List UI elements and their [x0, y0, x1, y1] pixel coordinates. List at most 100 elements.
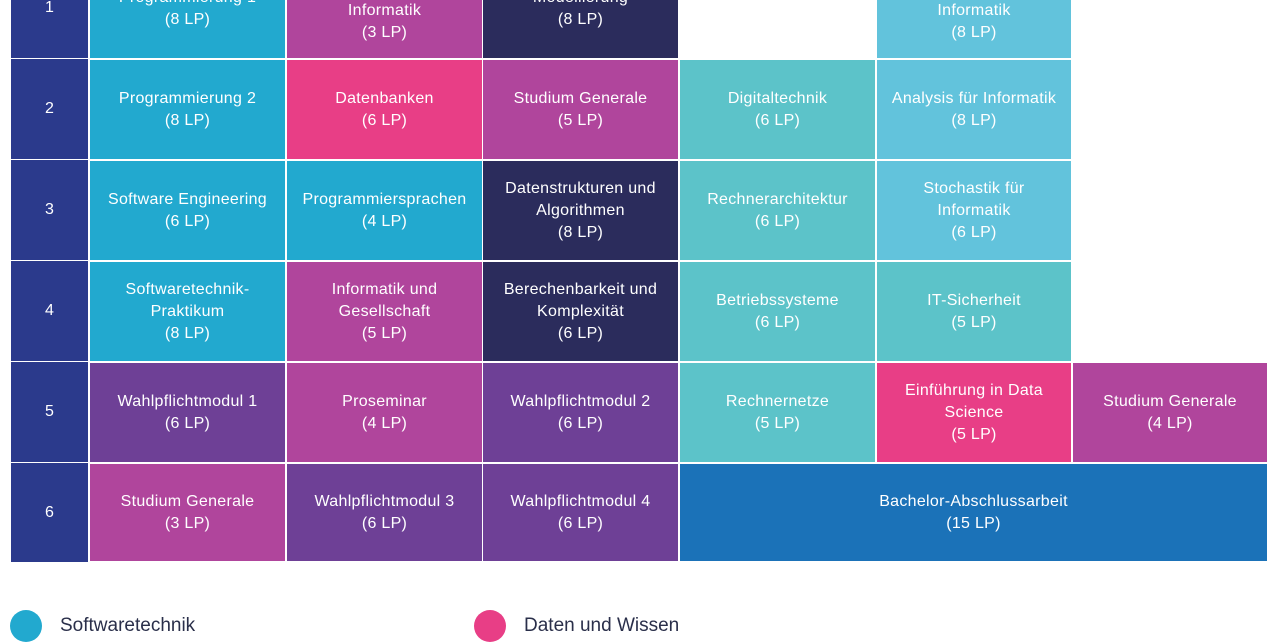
- module-title: Software Engineering: [108, 190, 267, 208]
- module-title: Gesellschaft: [338, 302, 431, 320]
- module-title: Informatik und: [331, 280, 438, 298]
- module-credits: (6 LP): [951, 223, 997, 241]
- module-credits: (8 LP): [557, 223, 604, 241]
- semester-label: 4: [11, 261, 88, 361]
- legend-dot-icon: [474, 610, 506, 642]
- module-title: Algorithmen: [536, 201, 625, 219]
- module-cell: Datenstrukturen und Algorithmen (8 LP): [482, 160, 679, 261]
- module-cell: Studium Generale (3 LP): [89, 463, 286, 562]
- module-credits: (6 LP): [557, 324, 604, 342]
- module-title: Studium Generale: [513, 89, 648, 107]
- module-cell: Studium Generale (4 LP): [1072, 362, 1268, 463]
- module-cell: Wahlpflichtmodul 2 (6 LP): [482, 362, 679, 463]
- semester-label: 5: [11, 362, 88, 462]
- module-title: Programmierung 2: [118, 89, 257, 107]
- module-credits: (6 LP): [557, 514, 604, 532]
- module-credits: (8 LP): [164, 111, 211, 129]
- module-credits: (6 LP): [164, 212, 211, 230]
- semester-label: 6: [11, 463, 88, 562]
- module-credits: (8 LP): [557, 10, 604, 28]
- module-title: Studium Generale: [1103, 392, 1237, 410]
- module-title: Rechnerarchitektur: [707, 190, 848, 208]
- module-credits: (6 LP): [754, 111, 801, 129]
- module-title: Wahlpflichtmodul 4: [510, 492, 651, 510]
- module-title: Analysis für Informatik: [891, 89, 1057, 107]
- module-cell: Programmierung 2 (8 LP): [89, 59, 286, 160]
- module-credits: (6 LP): [164, 414, 211, 432]
- module-cell: Wahlpflichtmodul 3 (6 LP): [286, 463, 483, 562]
- module-cell: Software Engineering (6 LP): [89, 160, 286, 261]
- module-cell: Rechnerarchitektur (6 LP): [679, 160, 876, 261]
- module-credits: (5 LP): [951, 313, 997, 331]
- module-title: Softwaretechnik-: [125, 280, 250, 298]
- module-title: Wahlpflichtmodul 2: [510, 392, 651, 410]
- module-cell: Wahlpflichtmodul 1 (6 LP): [89, 362, 286, 463]
- module-credits: (8 LP): [951, 24, 997, 41]
- legend-item: Daten und Wissen: [474, 610, 679, 642]
- module-title: Digitaltechnik: [727, 89, 828, 107]
- module-cell: Informatik (8 LP): [876, 0, 1072, 59]
- module-cell: Programmierung 1(8 LP): [89, 0, 286, 59]
- module-cell: Berechenbarkeit und Komplexität (6 LP): [482, 261, 679, 362]
- module-title: Wahlpflichtmodul 3: [314, 492, 455, 510]
- module-credits: (8 LP): [164, 324, 211, 342]
- module-credits: (3 LP): [164, 514, 211, 532]
- module-title: Proseminar: [342, 392, 427, 410]
- module-credits: (6 LP): [754, 212, 801, 230]
- module-title: Wahlpflichtmodul 1: [117, 392, 258, 410]
- legend-label: Softwaretechnik: [60, 615, 196, 636]
- module-title: Programmiersprachen: [302, 190, 467, 208]
- module-credits: (6 LP): [557, 414, 604, 432]
- module-cell: Bachelor-Abschlussarbeit (15 LP): [679, 463, 1268, 562]
- module-cell: Stochastik für Informatik (6 LP): [876, 160, 1072, 261]
- module-cell: Datenbanken (6 LP): [286, 59, 483, 160]
- module-title: Praktikum: [150, 302, 225, 320]
- module-cell: Digitaltechnik (6 LP): [679, 59, 876, 160]
- module-credits: (8 LP): [164, 10, 211, 28]
- module-credits: (4 LP): [361, 212, 408, 230]
- module-title: IT-Sicherheit: [927, 291, 1021, 309]
- module-title: Betriebssysteme: [716, 291, 839, 309]
- module-credits: (5 LP): [361, 324, 408, 342]
- legend-label: Daten und Wissen: [524, 615, 680, 636]
- module-title: Informatik: [937, 201, 1011, 219]
- module-title: Science: [944, 403, 1004, 421]
- module-credits: (6 LP): [361, 514, 408, 532]
- module-credits: (3 LP): [361, 24, 408, 41]
- module-cell: Betriebssysteme (6 LP): [679, 261, 876, 362]
- module-cell: Studium Generale (5 LP): [482, 59, 679, 160]
- module-title: Informatik: [937, 2, 1011, 19]
- module-title: Datenstrukturen und: [505, 179, 656, 197]
- legend-dot-icon: [10, 610, 42, 642]
- module-title: Studium Generale: [120, 492, 255, 510]
- module-title: Datenbanken: [335, 89, 434, 107]
- module-cell: Softwaretechnik- Praktikum (8 LP): [89, 261, 286, 362]
- module-title: Einführung in Data: [905, 381, 1043, 399]
- legend-item: Softwaretechnik: [10, 610, 195, 642]
- module-credits: (4 LP): [1147, 414, 1193, 432]
- module-credits: (4 LP): [361, 414, 408, 432]
- module-credits: (8 LP): [951, 111, 997, 129]
- module-title: Informatik: [347, 2, 422, 19]
- semester-label: 3: [11, 160, 88, 260]
- module-title: Berechenbarkeit und: [503, 280, 658, 298]
- module-title: Programmierung 1: [119, 0, 256, 9]
- module-cell: Programmiersprachen (4 LP): [286, 160, 483, 261]
- module-credits: (5 LP): [754, 414, 801, 432]
- module-cell: Proseminar (4 LP): [286, 362, 483, 463]
- module-credits: (6 LP): [361, 111, 408, 129]
- module-credits: (15 LP): [946, 514, 1001, 532]
- module-title: Bachelor-Abschlussarbeit: [879, 492, 1068, 510]
- semester-label: 2: [11, 59, 88, 159]
- module-credits: (5 LP): [951, 425, 997, 443]
- module-title: Rechnernetze: [725, 392, 830, 410]
- module-title: Modellierung: [533, 0, 628, 9]
- module-cell: Rechnernetze (5 LP): [679, 362, 876, 463]
- module-cell: Informatik (3 LP): [286, 0, 483, 59]
- module-credits: (6 LP): [754, 313, 801, 331]
- module-credits: (5 LP): [557, 111, 604, 129]
- module-cell: Wahlpflichtmodul 4 (6 LP): [482, 463, 679, 562]
- module-cell: Einführung in Data Science (5 LP): [876, 362, 1072, 463]
- module-title: Komplexität: [537, 302, 624, 320]
